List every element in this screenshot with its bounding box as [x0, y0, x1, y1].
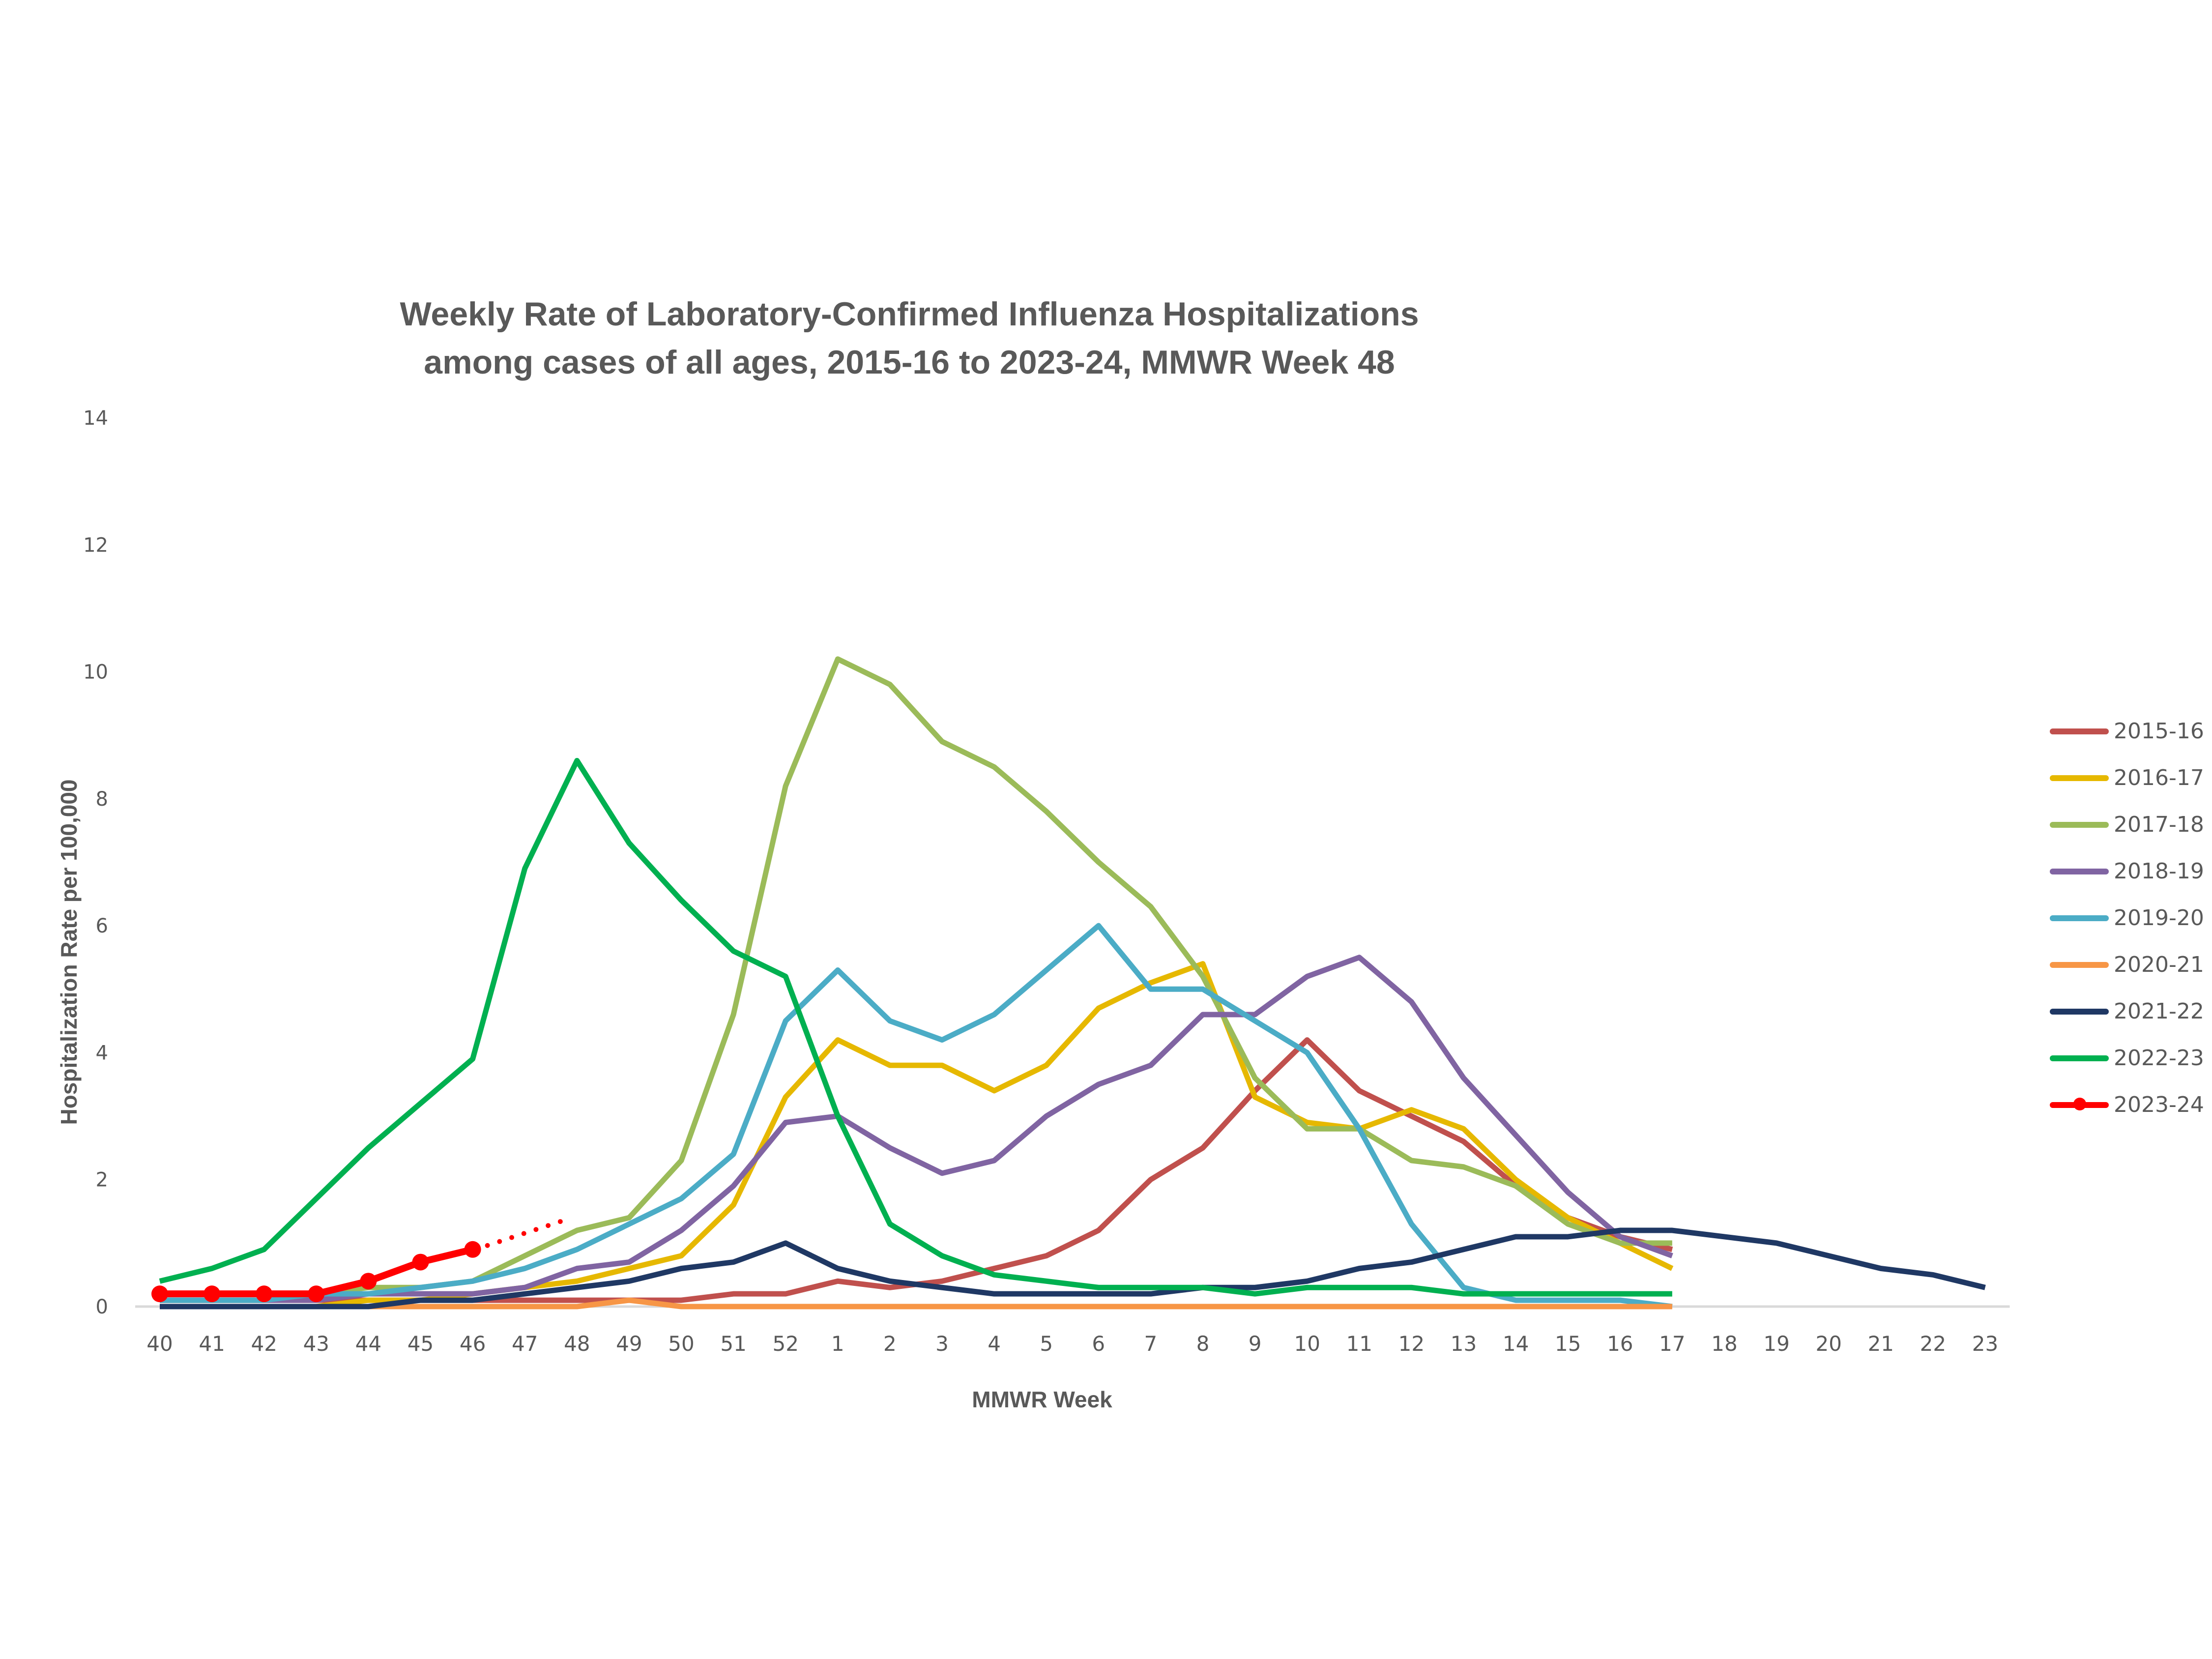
chart-title: Weekly Rate of Laboratory-Confirmed Infl… — [0, 290, 1819, 386]
legend-item-2017-18: 2017-18 — [2050, 801, 2204, 848]
legend-label: 2022-23 — [2114, 1046, 2204, 1071]
x-tick-label: 23 — [1972, 1332, 1998, 1356]
legend-swatch — [2050, 915, 2109, 921]
series-line-2017-18 — [160, 656, 1672, 1303]
legend-swatch — [2050, 868, 2109, 874]
y-tick-label: 4 — [96, 1042, 108, 1064]
series-line-2018-19 — [160, 955, 1673, 1303]
x-tick-label: 41 — [199, 1332, 225, 1356]
data-point-marker — [308, 1285, 325, 1303]
legend-swatch — [2050, 961, 2109, 968]
y-axis-ticks: 0 2 4 6 8 10 12 14 — [83, 407, 108, 1318]
y-tick-label: 12 — [83, 534, 108, 556]
x-tick-label: 6 — [1092, 1332, 1105, 1356]
legend-item-2015-16: 2015-16 — [2050, 708, 2204, 755]
x-tick-label: 46 — [460, 1332, 486, 1356]
legend: 2015-16 2016-17 2017-18 2018-19 2019-20 2020-… — [2050, 708, 2204, 1128]
y-tick-label: 8 — [96, 788, 108, 811]
y-tick-label: 2 — [96, 1169, 108, 1192]
data-point-marker — [256, 1285, 273, 1303]
x-tick-label: 11 — [1346, 1332, 1372, 1356]
legend-item-2019-20: 2019-20 — [2050, 895, 2204, 941]
chart-title-line-1: Weekly Rate of Laboratory-Confirmed Infl… — [400, 295, 1419, 333]
x-tick-label: 18 — [1711, 1332, 1737, 1356]
x-axis-ticks: 40 41 42 43 44 45 46 47 48 49 50 51 52 1 2 3 4 5 6 7 8 9 10 11 1… — [146, 1332, 1998, 1356]
x-tick-label: 51 — [720, 1332, 746, 1356]
x-tick-label: 10 — [1294, 1332, 1320, 1356]
x-tick-label: 16 — [1607, 1332, 1633, 1356]
legend-item-2018-19: 2018-19 — [2050, 848, 2204, 895]
data-point-marker — [360, 1273, 377, 1290]
x-tick-label: 15 — [1555, 1332, 1581, 1356]
x-tick-label: 3 — [935, 1332, 949, 1356]
x-tick-label: 20 — [1815, 1332, 1841, 1356]
legend-label: 2020-21 — [2114, 952, 2204, 977]
x-tick-label: 21 — [1868, 1332, 1894, 1356]
x-tick-label: 7 — [1144, 1332, 1158, 1356]
x-tick-label: 12 — [1398, 1332, 1425, 1356]
legend-item-2022-23: 2022-23 — [2050, 1035, 2204, 1081]
x-axis-label: MMWR Week — [972, 1387, 1112, 1412]
x-tick-label: 19 — [1763, 1332, 1789, 1356]
y-tick-label: 0 — [96, 1296, 108, 1318]
legend-swatch — [2050, 728, 2109, 734]
legend-label: 2015-16 — [2114, 719, 2204, 744]
legend-item-2016-17: 2016-17 — [2050, 755, 2204, 801]
x-tick-label: 50 — [668, 1332, 694, 1356]
series-line-2021-22 — [160, 1227, 1986, 1310]
x-tick-label: 9 — [1249, 1332, 1262, 1356]
y-tick-label: 6 — [96, 915, 108, 937]
x-tick-label: 43 — [303, 1332, 329, 1356]
x-tick-label: 1 — [831, 1332, 844, 1356]
legend-item-2023-24: 2023-24 — [2050, 1081, 2204, 1128]
legend-item-2020-21: 2020-21 — [2050, 941, 2204, 988]
legend-swatch — [2050, 1055, 2109, 1061]
series-line-2022-23 — [159, 757, 1672, 1297]
legend-label: 2023-24 — [2114, 1092, 2204, 1117]
chart-title-line-2: among cases of all ages, 2015-16 to 2023… — [424, 344, 1395, 381]
legend-swatch — [2050, 1097, 2109, 1110]
projection-line-2023-24 — [485, 1215, 575, 1248]
y-tick-label: 14 — [83, 407, 108, 430]
legend-item-2021-22: 2021-22 — [2050, 988, 2204, 1035]
x-tick-label: 44 — [355, 1332, 381, 1356]
data-point-marker — [464, 1241, 481, 1258]
x-tick-label: 40 — [146, 1332, 173, 1356]
x-tick-label: 42 — [251, 1332, 277, 1356]
x-tick-label: 13 — [1451, 1332, 1477, 1356]
x-tick-label: 47 — [512, 1332, 538, 1356]
x-tick-label: 2 — [883, 1332, 897, 1356]
legend-marker-icon — [2073, 1097, 2086, 1110]
x-tick-label: 5 — [1040, 1332, 1053, 1356]
x-tick-label: 52 — [772, 1332, 798, 1356]
data-point-marker — [151, 1285, 168, 1303]
series-line-2020-21 — [160, 1297, 1672, 1310]
x-tick-label: 14 — [1503, 1332, 1529, 1356]
x-tick-label: 8 — [1196, 1332, 1210, 1356]
x-tick-label: 49 — [616, 1332, 642, 1356]
x-tick-label: 45 — [407, 1332, 434, 1356]
legend-label: 2017-18 — [2114, 812, 2204, 837]
x-tick-label: 48 — [564, 1332, 590, 1356]
x-tick-label: 17 — [1659, 1332, 1685, 1356]
y-tick-label: 10 — [83, 661, 108, 684]
legend-label: 2021-22 — [2114, 999, 2204, 1024]
legend-swatch — [2050, 1008, 2109, 1015]
data-point-marker — [204, 1285, 221, 1303]
legend-swatch — [2050, 821, 2109, 828]
x-tick-label: 22 — [1920, 1332, 1946, 1356]
legend-swatch — [2050, 775, 2109, 781]
legend-label: 2018-19 — [2114, 859, 2204, 884]
legend-label: 2019-20 — [2114, 905, 2204, 931]
data-point-marker — [412, 1253, 429, 1271]
x-tick-label: 4 — [988, 1332, 1001, 1356]
series-lines — [151, 656, 1986, 1310]
legend-label: 2016-17 — [2114, 765, 2204, 790]
series-line-2019-20 — [160, 923, 1673, 1310]
y-axis-label: Hospitalization Rate per 100,000 — [56, 779, 82, 1125]
